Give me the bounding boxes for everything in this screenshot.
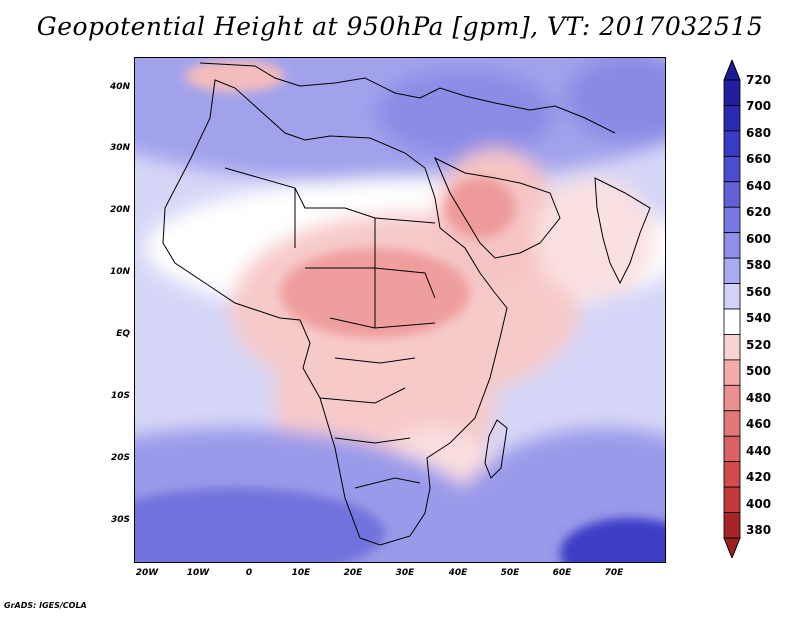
chart-title: Geopotential Height at 950hPa [gpm], VT:… [36,12,764,41]
europe-coastline [199,62,616,134]
field-arabia-core [445,178,515,238]
colorbar-level: 520 [746,338,772,352]
colorbar-swatch [723,155,741,183]
colorbar-swatch [723,79,741,106]
colorbar-level: 640 [746,179,772,193]
colorbar [723,60,741,558]
lon-label: 0 [245,568,253,578]
lat-label: 40N [109,82,130,92]
colorbar-bottom-arrow [723,537,741,558]
colorbar-level: 420 [746,470,772,484]
lat-label: 20S [110,453,130,463]
colorbar-level: 660 [746,152,772,166]
colorbar-swatch [723,257,741,284]
lon-label: 50E [500,568,520,578]
colorbar-level: 600 [746,232,772,246]
field-iberia-low [185,60,285,92]
colorbar-level: 720 [746,73,772,87]
lat-label: 20N [109,205,130,215]
colorbar-swatch [723,105,741,132]
lat-label: 10N [109,267,130,277]
arabia-coastline [434,156,561,259]
field-ne-high [565,58,665,143]
field-med-high [375,68,555,158]
colorbar-swatch [723,359,741,386]
africa-coastline [162,79,508,546]
coastlines [162,62,651,546]
colorbar-swatch [723,461,741,488]
colorbar-swatch [723,334,741,361]
colorbar-level: 500 [746,364,772,378]
colorbar-level: 620 [746,205,772,219]
lon-label: 10W [186,568,210,578]
colorbar-swatch [723,130,741,157]
colorbar-swatch [723,486,741,513]
lon-label: 20W [135,568,159,578]
field-india-low [535,178,655,298]
colorbar-level: 680 [746,126,772,140]
grads-credit: GrADS: IGES/COLA [4,601,87,610]
colorbar-level: 580 [746,258,772,272]
lon-label: 40E [448,568,468,578]
colorbar-level: 480 [746,391,772,405]
colorbar-swatch [723,384,741,412]
colorbar-swatch [723,435,741,463]
colorbar-swatch [723,410,741,437]
colorbar-top-arrow [723,60,741,81]
heatmap-svg [135,58,665,562]
lat-label: EQ [116,329,130,339]
map-plot-area [134,57,666,563]
country-borders [224,167,436,489]
colorbar-level: 540 [746,311,772,325]
lat-label: 10S [110,391,130,401]
colorbar-swatch [723,308,741,335]
colorbar-swatch [723,232,741,259]
lon-label: 60E [552,568,572,578]
colorbar-level: 460 [746,417,772,431]
colorbar-level: 700 [746,99,772,113]
lat-label: 30S [110,515,130,525]
colorbar-swatch [723,181,741,208]
colorbar-level: 400 [746,497,772,511]
colorbar-level: 380 [746,523,772,537]
colorbar-swatch [723,512,741,539]
colorbar-level: 560 [746,285,772,299]
madagascar-coastline [484,419,508,479]
india-coastline [594,177,651,285]
lon-label: 10E [291,568,311,578]
lon-label: 20E [343,568,363,578]
colorbar-swatch [723,283,741,310]
lon-label: 30E [395,568,415,578]
field-sw-core [135,488,385,562]
lat-label: 30N [109,143,130,153]
colorbar-level: 440 [746,444,772,458]
colorbar-swatch [723,206,741,234]
lon-label: 70E [604,568,624,578]
field-se-core [560,518,665,562]
